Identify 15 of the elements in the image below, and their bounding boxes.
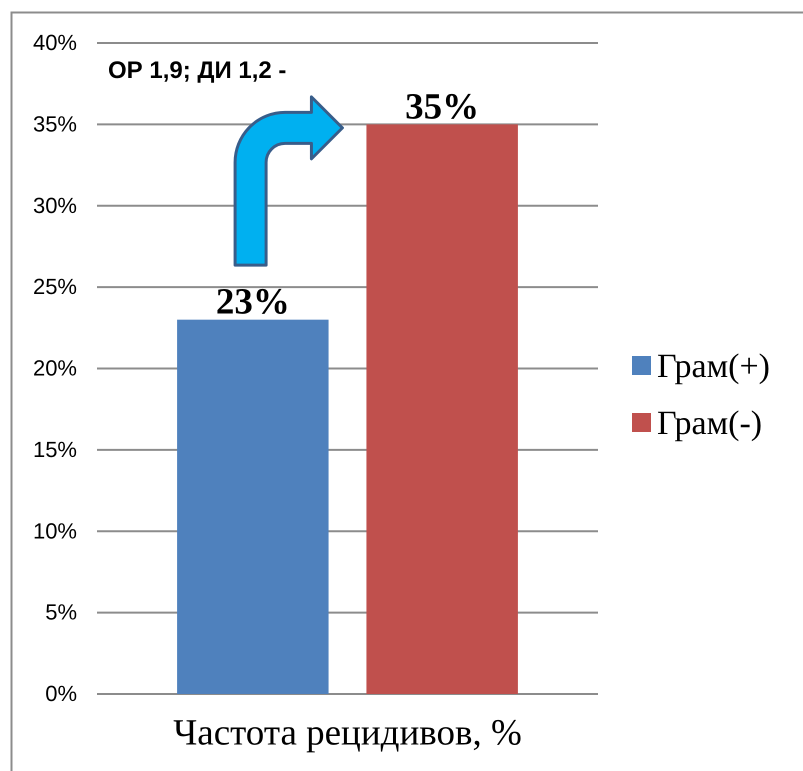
y-tick-label: 40% — [32, 30, 77, 56]
legend-label: Грам(+) — [657, 348, 770, 385]
y-tick-label: 30% — [32, 192, 77, 218]
x-tick-label: Частота рецидивов, % — [173, 712, 522, 754]
legend-label: Грам(-) — [657, 405, 762, 442]
y-tick-label: 10% — [32, 518, 77, 544]
y-tick-label: 5% — [45, 600, 77, 625]
y-tick-label: 35% — [32, 111, 77, 136]
y-tick-label: 20% — [32, 356, 77, 381]
annotation: ОР 1,9; ДИ 1,2 - — [108, 57, 286, 84]
data-label: 35% — [405, 86, 480, 128]
y-tick-label: 0% — [45, 681, 77, 706]
data-label: 23% — [216, 282, 290, 323]
y-tick-label: 15% — [32, 436, 77, 462]
y-tick-label: 25% — [32, 274, 77, 300]
